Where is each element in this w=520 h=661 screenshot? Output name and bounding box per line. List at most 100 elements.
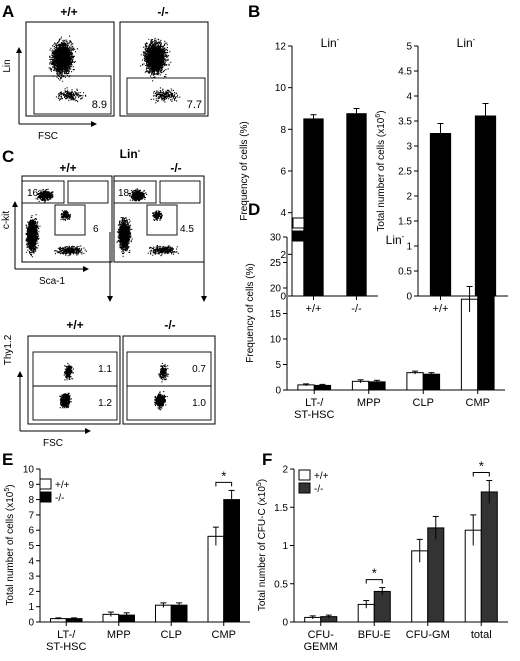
panel-c-gate-lsk-wt [21, 180, 65, 204]
y-tick-label: 0 [28, 618, 34, 629]
y-axis-label-end: ) [376, 110, 387, 113]
y-axis-label-end: ) [5, 484, 16, 487]
panel-c-bottom-value-ko-1: 0.7 [192, 364, 206, 375]
panel-c-top-y-axis-label: c-kit [1, 211, 12, 230]
y-tick-label: 5 [28, 541, 34, 552]
bar [373, 590, 391, 623]
x-tick-label-line: LT-/ [57, 629, 76, 641]
bar [429, 133, 452, 297]
panel-c-bottom-value-wt-2: 1.2 [98, 398, 112, 409]
x-tick-label: LT-/ST-HSC [46, 629, 86, 653]
panel-c-plot-wt [21, 175, 113, 263]
x-tick-label-line: -/- [351, 303, 362, 315]
chart-title-text: Lin [386, 233, 402, 247]
x-tick-label-line: BFU-E [358, 629, 391, 641]
panel-c-genotype-wt: +/+ [59, 161, 76, 175]
panel-c-top-x-axis-label: Sca-1 [39, 276, 66, 287]
y-tick-label: 8 [280, 125, 286, 136]
x-tick-label: CLP [161, 629, 182, 641]
chart-title: Lin- [386, 232, 405, 247]
y-tick-label: 25 [270, 258, 282, 269]
x-tick-label: -/- [351, 303, 362, 315]
y-tick-label: 10 [23, 465, 35, 476]
panel-letter: F [262, 450, 272, 469]
x-tick-label-line: CMP [466, 397, 490, 409]
y-axis-label-sup: 5 [256, 482, 263, 486]
chart-title-sup: - [473, 35, 476, 44]
panel-a-letter: A [2, 2, 14, 21]
panel-c-genotype-ko: -/- [170, 161, 181, 175]
x-tick-label-line: ST-HSC [294, 409, 334, 421]
panel-c-letter: C [2, 147, 14, 166]
panel-c-bottom-plot-wt [27, 335, 121, 425]
bar [477, 277, 495, 391]
bar [170, 604, 188, 623]
bar [303, 118, 324, 297]
panel-c-bottom-genotype-ko: -/- [164, 318, 175, 332]
y-tick-label: 12 [275, 42, 287, 53]
panel-c-plot-ko [113, 175, 205, 263]
panel-c: C Lin- +/+ -/- 16 6 18 4.5 c-kit Sca-1 +… [1, 146, 216, 449]
legend-label: -/- [308, 232, 317, 243]
panel-c-bottom-x-axis-label: FSC [43, 438, 63, 449]
y-tick-label: 2 [28, 587, 34, 598]
x-tick-label-line: CMP [212, 629, 236, 641]
panel-c-gate-inner-wt [54, 204, 86, 236]
bar [422, 373, 441, 391]
panel-c-gate-value-ko-1: 18 [118, 188, 130, 199]
y-tick-label: 0 [282, 618, 288, 629]
legend-swatch [292, 217, 305, 229]
panel-c-bottom-density-ko [154, 362, 169, 411]
bar [207, 535, 225, 623]
legend-swatch [39, 491, 52, 503]
significance-label: * [372, 566, 377, 581]
x-tick-label-line: CFU- [308, 629, 335, 641]
legend-swatch [39, 478, 52, 490]
legend-swatch [298, 482, 311, 494]
x-tick-label-line: MPP [357, 397, 381, 409]
y-tick-label: 4 [280, 208, 286, 219]
y-axis-label: Frequency of cells (%) [239, 121, 250, 220]
panel-c-gate-lsk-ko [113, 180, 157, 204]
flow-dots [48, 35, 87, 103]
bar [460, 298, 479, 391]
flow-dots [140, 37, 181, 104]
x-tick-label: BFU-E [358, 629, 391, 641]
panel-letter: B [248, 2, 260, 21]
y-axis-label: Total number of CFU-C (x105) [256, 479, 268, 611]
x-tick-label: CMP [212, 629, 236, 641]
panel-c-bottom-density-wt [59, 362, 74, 409]
panel-c-gate-lk-wt [67, 180, 109, 204]
x-tick-label-line: GEMM [304, 641, 338, 653]
panel-a-genotype-wt: +/+ [60, 5, 77, 19]
y-tick-label: 0.5 [398, 267, 412, 278]
x-tick-label: MPP [107, 629, 131, 641]
y-axis-label: Frequency of cells (%) [245, 263, 256, 362]
legend-label: +/+ [308, 219, 323, 230]
panel-a: A +/+ -/- 8.9 7.7 Lin FSC [2, 2, 209, 142]
panel-c-density-ko [116, 188, 179, 257]
panel-c-gate-lk-ko [159, 180, 201, 204]
y-tick-label: 10 [275, 83, 287, 94]
y-tick-label: 2 [280, 250, 286, 261]
panel-c-density-wt [25, 188, 87, 258]
x-tick-label-line: +/+ [306, 303, 322, 315]
panel-a-plot-wt [25, 21, 115, 117]
chart-title-sup: - [402, 232, 405, 241]
x-tick-label: +/+ [433, 303, 449, 315]
panel-a-y-axis-label: Lin [2, 59, 13, 72]
y-tick-label: 0.5 [274, 579, 288, 590]
y-tick-label: 5 [406, 42, 412, 53]
y-axis-label-text: Frequency of cells (%) [245, 263, 256, 362]
y-tick-label: 2 [282, 465, 288, 476]
y-tick-label: 7 [28, 510, 34, 521]
panel-a-plot-ko [119, 21, 209, 117]
chart-f: F 0 0.5 1 1.5 2 Total number of CFU-C (x105) CF… [256, 450, 508, 653]
y-tick-label: 0 [280, 292, 286, 303]
y-tick-label: 1.5 [274, 503, 288, 514]
flow-dots [116, 188, 179, 257]
y-axis-label-text: Total number of cells (x10 [376, 117, 387, 231]
